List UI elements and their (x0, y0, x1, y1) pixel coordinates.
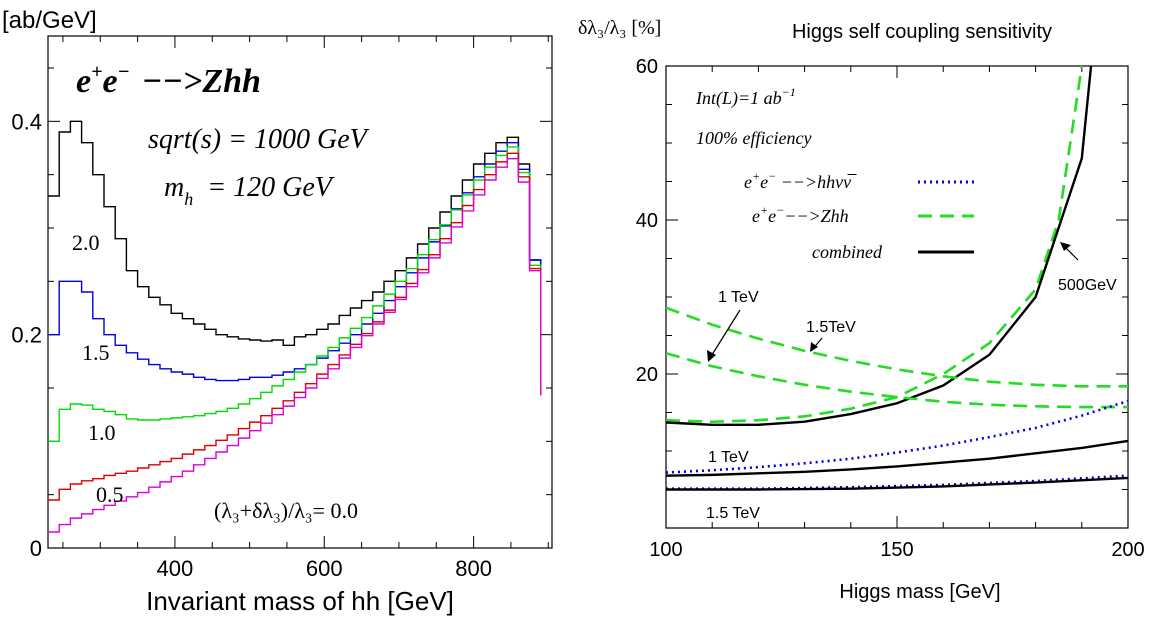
histogram-series-0.0 (48, 157, 542, 533)
luminosity-note: Int(L)=1 ab−1 (695, 85, 796, 109)
right-legend: e+e− −−>hhνν̅ e+e−−−>Zhh combined (744, 169, 974, 262)
sqrts-annotation: sqrt(s) = 1000 GeV (148, 124, 370, 155)
right-axis-ticks (665, 65, 1129, 529)
curve-1.5TeV-combined (666, 476, 1129, 491)
left-axis-ticks (48, 36, 552, 549)
legend-label-combined: combined (812, 242, 883, 262)
curve-1.5TeV-Zhh (665, 306, 1128, 388)
left-x-tick-label: 400 (157, 556, 194, 581)
left-chart: [ab/GeV] 400 600 800 0 0.2 0.4 e+e− −−>Zhh sqr… (2, 7, 553, 616)
right-series-group (665, 65, 1129, 491)
curve-label-1.5: 1.5 (82, 340, 110, 365)
right-tick-labels: 100 150 200 20 40 60 (636, 56, 1145, 561)
annotation-15tev-lower: 1.5 TeV (706, 505, 760, 522)
curve-label-1.0: 1.0 (88, 420, 116, 445)
right-y-tick-label: 20 (636, 364, 658, 386)
efficiency-note: 100% efficiency (696, 128, 811, 148)
annotation-1tev-lower: 1 TeV (708, 449, 749, 466)
histogram-series-1.0 (48, 146, 542, 443)
curve-label-2.0: 2.0 (72, 230, 100, 255)
curve-500GeV-combined (665, 65, 1093, 427)
curve-500GeV-Zhh (665, 65, 1084, 424)
right-title: Higgs self coupling sensitivity (792, 21, 1052, 43)
left-y-axis-label: [ab/GeV] (2, 7, 97, 34)
curve-1.5TeV-hhvv (666, 474, 1129, 491)
left-x-tick-label: 600 (306, 556, 343, 581)
legend-label-hhvv: e+e− −−>hhνν̅ (744, 169, 857, 192)
right-y-axis-label: δλ₃/λ₃ [%] (578, 17, 661, 39)
arrowhead-500gev (1060, 242, 1071, 251)
left-x-axis-label: Invariant mass of hh [GeV] (146, 586, 454, 616)
left-plot-frame (47, 35, 553, 549)
arrowhead-15tev-upper (810, 342, 818, 352)
histogram-series-0.5 (48, 152, 542, 501)
mh-annotation: mh = 120 GeV (164, 172, 335, 209)
curve-label-0.5: 0.5 (96, 482, 124, 507)
left-y-tick-label: 0 (30, 536, 42, 561)
histogram-series-2.0 (48, 120, 542, 390)
left-title: e+e− −−>Zhh (76, 61, 261, 100)
left-y-tick-label: 0.4 (11, 109, 42, 134)
arrow-1tev-upper (709, 309, 741, 359)
left-y-tick-label: 0.2 (11, 323, 42, 348)
right-y-tick-label: 40 (636, 210, 658, 232)
right-x-tick-label: 150 (880, 539, 913, 561)
left-x-tick-label: 800 (455, 556, 492, 581)
lambda-ratio-annotation: (λ₃+δλ₃)/λ₃= 0.0 (214, 498, 358, 523)
curve-1-TeV-combined (665, 439, 1129, 477)
right-chart: δλ₃/λ₃ [%] Higgs self coupling sensitivi… (578, 17, 1145, 603)
left-series-group (48, 120, 542, 533)
right-x-tick-label: 200 (1111, 539, 1144, 561)
right-x-tick-label: 100 (649, 539, 682, 561)
annotation-15tev-upper: 1.5TeV (806, 319, 856, 336)
annotation-1tev-upper: 1 TeV (718, 289, 759, 306)
right-y-tick-label: 60 (636, 56, 658, 78)
arrowhead-1tev-upper (707, 350, 716, 362)
curve-1-TeV-Zhh (665, 351, 1128, 409)
annotation-500gev: 500GeV (1058, 277, 1117, 294)
right-x-axis-label: Higgs mass [GeV] (839, 581, 1000, 603)
legend-label-zhh: e+e−−−>Zhh (752, 203, 849, 226)
left-tick-labels: 400 600 800 0 0.2 0.4 (11, 109, 492, 581)
